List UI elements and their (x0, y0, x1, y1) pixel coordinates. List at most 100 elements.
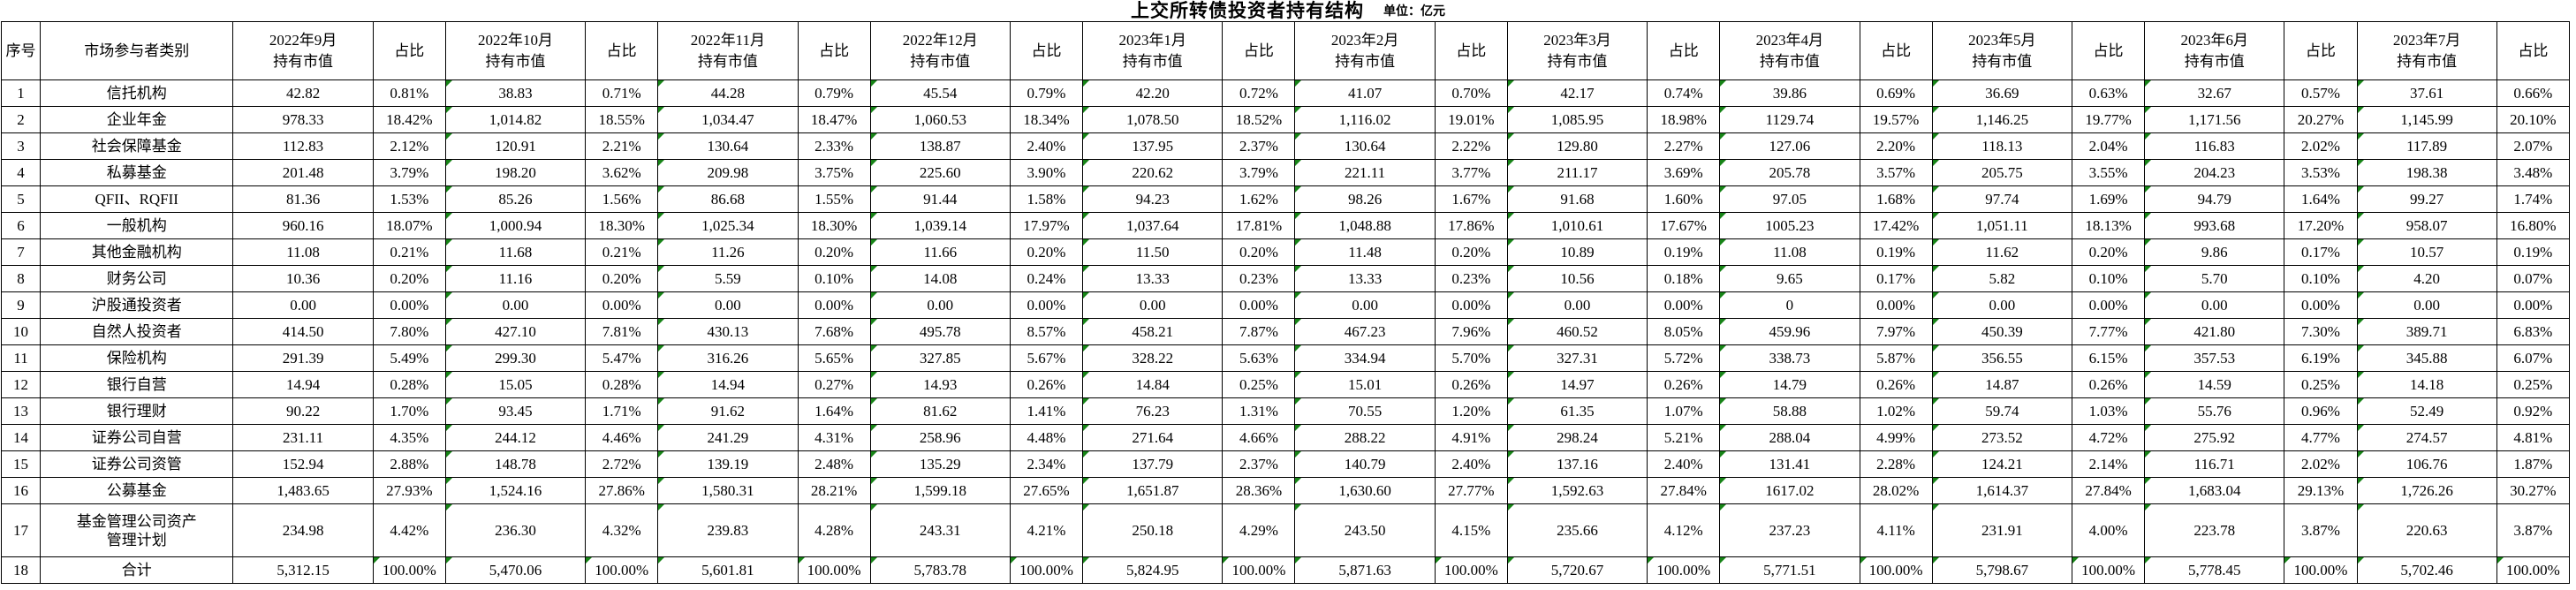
market-value-cell[interactable]: 10.89 (1506, 238, 1648, 266)
ratio-cell[interactable]: 0.20% (2071, 238, 2146, 266)
market-value-cell[interactable]: 131.41 (1719, 450, 1860, 478)
market-value-cell[interactable]: 42.82 (232, 79, 374, 107)
market-value-cell[interactable]: 90.22 (232, 397, 374, 425)
market-value-cell[interactable]: 1,726.26 (2356, 477, 2497, 504)
ratio-cell[interactable]: 4.31% (797, 424, 871, 451)
ratio-cell[interactable]: 2.12% (372, 132, 446, 160)
ratio-cell[interactable]: 18.98% (1647, 106, 1721, 133)
market-value-cell[interactable]: 1,060.53 (869, 106, 1011, 133)
col-header-ratio-1[interactable]: 占比 (372, 21, 446, 80)
market-value-cell[interactable]: 220.62 (1082, 159, 1224, 186)
col-header-month-1[interactable]: 2022年9月 持有市值 (232, 21, 374, 80)
market-value-cell[interactable]: 137.79 (1082, 450, 1224, 478)
market-value-cell[interactable]: 1,171.56 (2144, 106, 2285, 133)
market-value-cell[interactable]: 97.74 (1931, 185, 2072, 213)
ratio-cell[interactable]: 0.00% (1009, 291, 1084, 319)
market-value-cell[interactable]: 39.86 (1719, 79, 1860, 107)
ratio-cell[interactable]: 0.00% (2496, 291, 2571, 319)
market-value-cell[interactable]: 81.36 (232, 185, 374, 213)
market-value-cell[interactable]: 1,683.04 (2144, 477, 2285, 504)
market-value-cell[interactable]: 1,078.50 (1082, 106, 1224, 133)
ratio-cell[interactable]: 28.36% (1222, 477, 1296, 504)
row-index-cell[interactable]: 16 (0, 477, 42, 504)
ratio-cell[interactable]: 0.79% (1009, 79, 1084, 107)
ratio-cell[interactable]: 5.63% (1222, 344, 1296, 372)
col-header-month-4[interactable]: 2022年12月 持有市值 (869, 21, 1011, 80)
market-value-cell[interactable]: 274.57 (2356, 424, 2497, 451)
ratio-cell[interactable]: 3.79% (1222, 159, 1296, 186)
ratio-cell[interactable]: 17.67% (1647, 212, 1721, 239)
market-value-cell[interactable]: 14.84 (1082, 371, 1224, 398)
market-value-cell[interactable]: 139.19 (657, 450, 799, 478)
ratio-cell[interactable]: 4.32% (585, 503, 659, 557)
category-cell[interactable]: 其他金融机构 (40, 238, 234, 266)
market-value-cell[interactable]: 430.13 (657, 318, 799, 345)
market-value-cell[interactable]: 427.10 (444, 318, 587, 345)
ratio-cell[interactable]: 1.41% (1009, 397, 1084, 425)
ratio-cell[interactable]: 16.80% (2496, 212, 2571, 239)
market-value-cell[interactable]: 1,580.31 (657, 477, 799, 504)
market-value-cell[interactable]: 978.33 (232, 106, 374, 133)
col-header-month-7[interactable]: 2023年3月 持有市值 (1506, 21, 1648, 80)
market-value-cell[interactable]: 1617.02 (1719, 477, 1860, 504)
ratio-cell[interactable]: 1.70% (372, 397, 446, 425)
ratio-cell[interactable]: 1.58% (1009, 185, 1084, 213)
market-value-cell[interactable]: 298.24 (1506, 424, 1648, 451)
market-value-cell[interactable]: 338.73 (1719, 344, 1860, 372)
ratio-cell[interactable]: 2.02% (2284, 450, 2358, 478)
ratio-cell[interactable]: 1.74% (2496, 185, 2571, 213)
row-index-cell[interactable]: 14 (0, 424, 42, 451)
ratio-cell[interactable]: 100.00% (2071, 556, 2146, 584)
ratio-cell[interactable]: 7.81% (585, 318, 659, 345)
market-value-cell[interactable]: 11.26 (657, 238, 799, 266)
market-value-cell[interactable]: 231.11 (232, 424, 374, 451)
ratio-cell[interactable]: 2.27% (1647, 132, 1721, 160)
market-value-cell[interactable]: 45.54 (869, 79, 1011, 107)
ratio-cell[interactable]: 20.27% (2284, 106, 2358, 133)
ratio-cell[interactable]: 1.67% (1434, 185, 1508, 213)
ratio-cell[interactable]: 17.97% (1009, 212, 1084, 239)
market-value-cell[interactable]: 148.78 (444, 450, 587, 478)
ratio-cell[interactable]: 7.97% (1859, 318, 1933, 345)
ratio-cell[interactable]: 4.77% (2284, 424, 2358, 451)
market-value-cell[interactable]: 5,601.81 (657, 556, 799, 584)
ratio-cell[interactable]: 0.18% (1647, 265, 1721, 292)
row-index-cell[interactable]: 12 (0, 371, 42, 398)
market-value-cell[interactable]: 220.63 (2356, 503, 2497, 557)
market-value-cell[interactable]: 0.00 (1294, 291, 1436, 319)
ratio-cell[interactable]: 1.53% (372, 185, 446, 213)
ratio-cell[interactable]: 2.72% (585, 450, 659, 478)
ratio-cell[interactable]: 18.52% (1222, 106, 1296, 133)
ratio-cell[interactable]: 0.28% (585, 371, 659, 398)
ratio-cell[interactable]: 5.47% (585, 344, 659, 372)
ratio-cell[interactable]: 1.07% (1647, 397, 1721, 425)
market-value-cell[interactable]: 4.20 (2356, 265, 2497, 292)
market-value-cell[interactable]: 152.94 (232, 450, 374, 478)
ratio-cell[interactable]: 2.40% (1009, 132, 1084, 160)
market-value-cell[interactable]: 10.57 (2356, 238, 2497, 266)
market-value-cell[interactable]: 205.75 (1931, 159, 2072, 186)
ratio-cell[interactable]: 100.00% (1647, 556, 1721, 584)
ratio-cell[interactable]: 0.00% (2284, 291, 2358, 319)
market-value-cell[interactable]: 15.05 (444, 371, 587, 398)
ratio-cell[interactable]: 100.00% (2496, 556, 2571, 584)
market-value-cell[interactable]: 1,146.25 (1931, 106, 2072, 133)
market-value-cell[interactable]: 94.79 (2144, 185, 2285, 213)
market-value-cell[interactable]: 1,034.47 (657, 106, 799, 133)
col-header-ratio-8[interactable]: 占比 (1859, 21, 1933, 80)
market-value-cell[interactable]: 5.82 (1931, 265, 2072, 292)
market-value-cell[interactable]: 414.50 (232, 318, 374, 345)
ratio-cell[interactable]: 18.30% (797, 212, 871, 239)
col-header-ratio-9[interactable]: 占比 (2071, 21, 2146, 80)
ratio-cell[interactable]: 4.81% (2496, 424, 2571, 451)
ratio-cell[interactable]: 0.72% (1222, 79, 1296, 107)
market-value-cell[interactable]: 0.00 (1506, 291, 1648, 319)
market-value-cell[interactable]: 5.59 (657, 265, 799, 292)
market-value-cell[interactable]: 495.78 (869, 318, 1011, 345)
ratio-cell[interactable]: 4.12% (1647, 503, 1721, 557)
ratio-cell[interactable]: 0.00% (372, 291, 446, 319)
market-value-cell[interactable]: 117.89 (2356, 132, 2497, 160)
market-value-cell[interactable]: 237.23 (1719, 503, 1860, 557)
market-value-cell[interactable]: 91.44 (869, 185, 1011, 213)
category-cell[interactable]: 企业年金 (40, 106, 234, 133)
